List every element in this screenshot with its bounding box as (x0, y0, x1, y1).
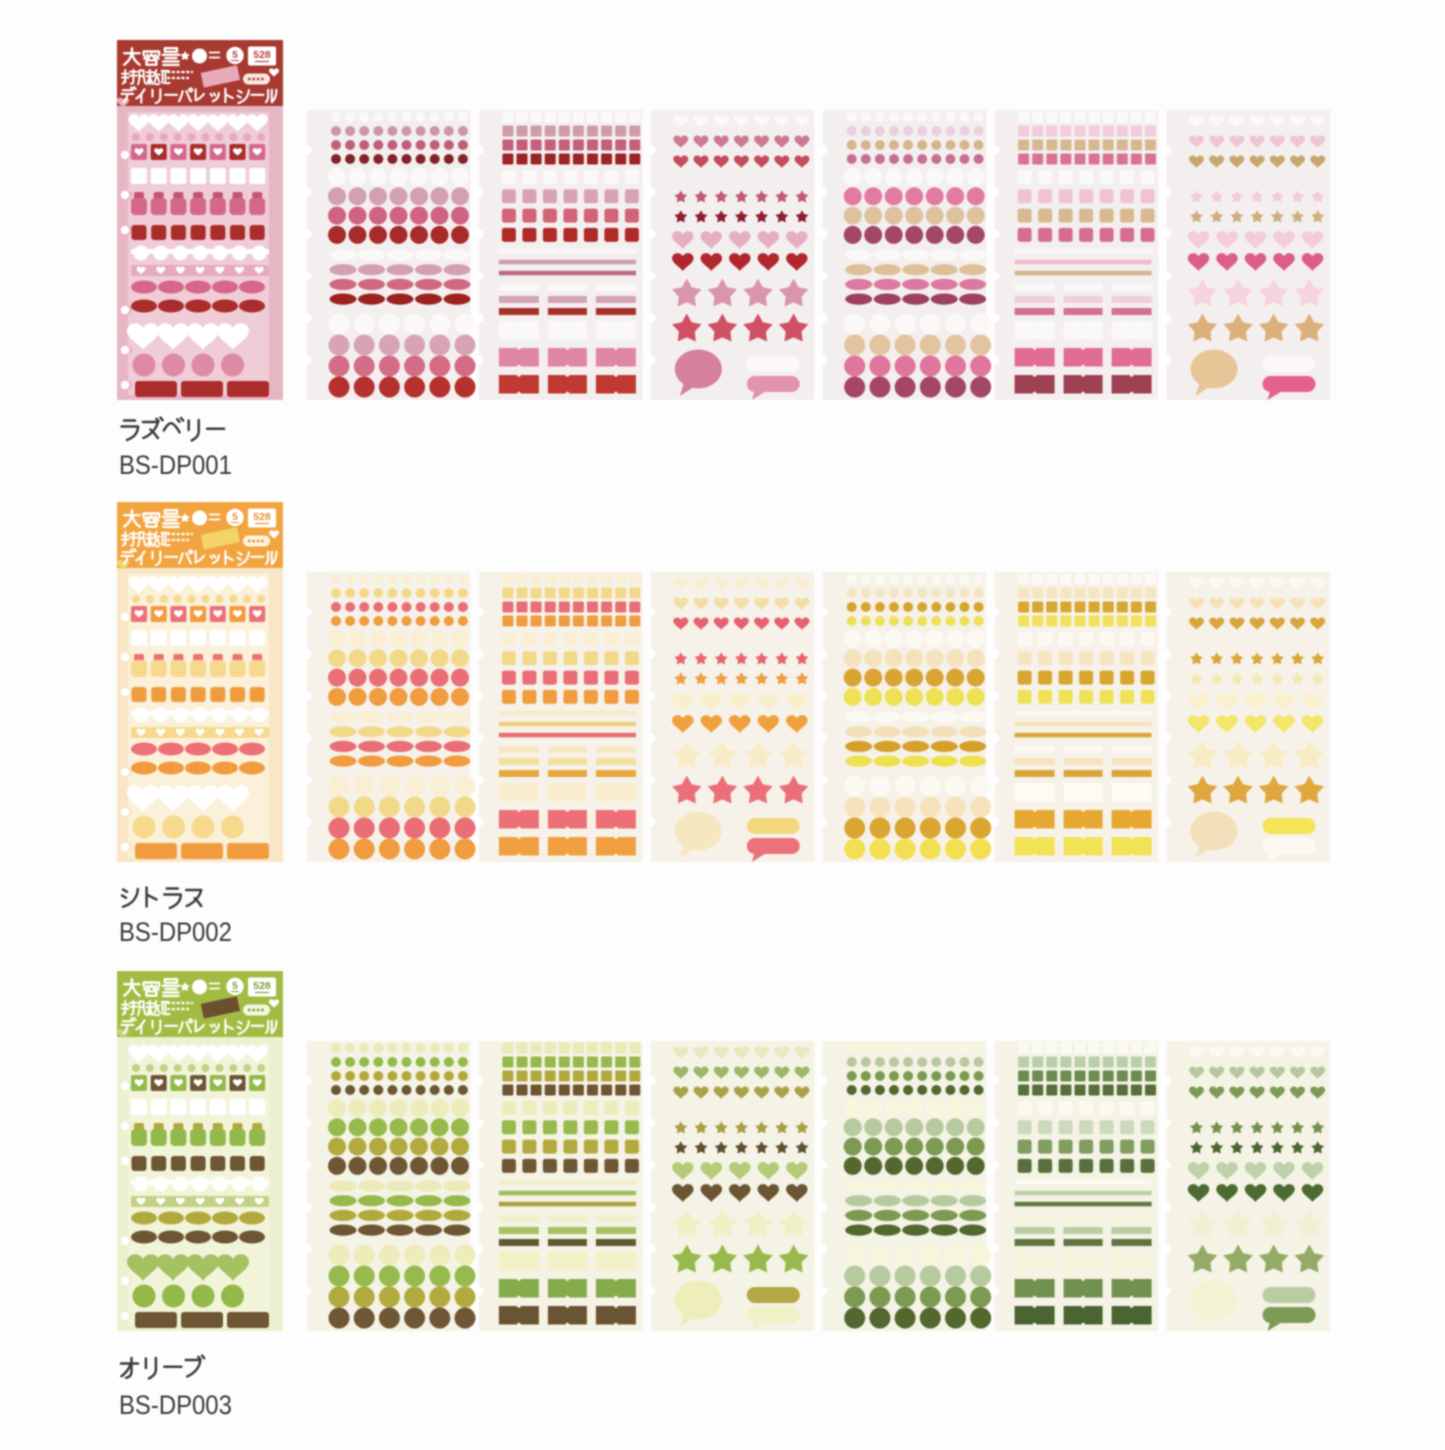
svg-text:528: 528 (253, 49, 271, 61)
svg-text:BS-DP003: BS-DP003 (119, 1391, 232, 1421)
svg-text:5: 5 (232, 512, 238, 523)
svg-text:BS-DP001: BS-DP001 (119, 451, 232, 481)
svg-text:5: 5 (232, 981, 238, 992)
svg-text:5: 5 (232, 50, 238, 61)
svg-text:528: 528 (253, 511, 271, 523)
svg-text:528: 528 (253, 980, 271, 992)
svg-text:BS-DP002: BS-DP002 (119, 918, 232, 948)
